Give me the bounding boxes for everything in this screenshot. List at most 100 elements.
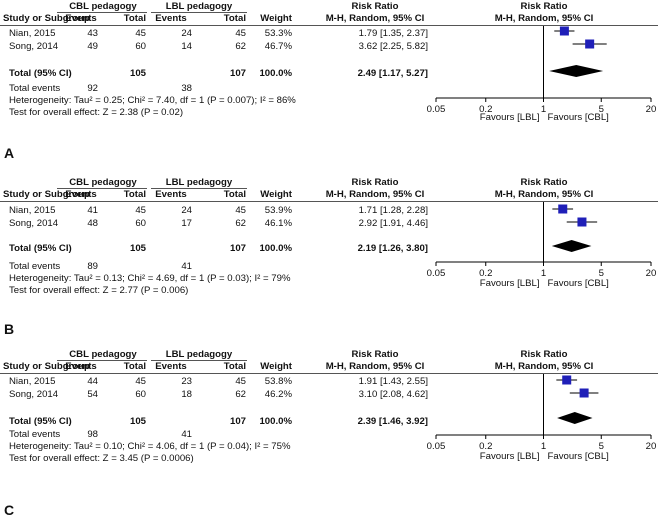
total-events-2: 41 [181, 429, 192, 440]
study-ci: 2.92 [1.91, 4.46] [358, 218, 428, 229]
study-total-2: 45 [235, 205, 246, 216]
study-events-2: 24 [181, 205, 192, 216]
favours-left-label: Favours [LBL] [480, 278, 540, 289]
study-ci: 3.62 [2.25, 5.82] [358, 41, 428, 52]
total-n1: 105 [129, 68, 146, 79]
col-header-events-2: Events [155, 13, 187, 24]
group2-title: LBL pedagogy [165, 177, 233, 188]
total-n1: 105 [129, 243, 146, 254]
study-total-1: 45 [135, 205, 146, 216]
study-point [562, 375, 572, 385]
total-label: Total (95% CI) [9, 243, 72, 254]
study-name: Song, 2014 [9, 41, 59, 52]
total-ci: 2.39 [1.46, 3.92] [357, 416, 428, 427]
effect-method: M-H, Random, 95% CI [325, 189, 425, 200]
pooled-diamond [549, 65, 604, 77]
col-header-total-2: Total [223, 189, 246, 200]
study-weight: 46.7% [264, 41, 292, 52]
overall-effect-text: Test for overall effect: Z = 2.38 (P = 0… [9, 107, 184, 118]
forest-plot-panel-a: CBL pedagogy LBL pedagogy Risk Ratio Ris… [0, 0, 669, 172]
favours-right-label: Favours [CBL] [548, 112, 609, 123]
forest-plot-panel-b: CBL pedagogy LBL pedagogy Risk Ratio Ris… [0, 175, 669, 345]
x-tick-label: 5 [599, 104, 604, 115]
study-ci: 1.91 [1.43, 2.55] [358, 376, 428, 387]
total-label: Total (95% CI) [9, 416, 72, 427]
study-point [558, 204, 568, 214]
effect-method: M-H, Random, 95% CI [325, 361, 425, 372]
col-header-weight: Weight [260, 189, 292, 200]
col-header-study: Study or Subgroup [3, 13, 90, 24]
overall-effect-text: Test for overall effect: Z = 3.45 (P = 0… [9, 453, 194, 464]
study-events-1: 43 [87, 28, 98, 39]
heterogeneity-text: Heterogeneity: Tau² = 0.25; Chi² = 7.40,… [9, 95, 296, 106]
x-tick-label: 20 [646, 268, 657, 279]
study-weight: 46.2% [264, 389, 292, 400]
study-weight: 46.1% [264, 218, 292, 229]
forest-plot: 0.05 0.2 1 5 20 Favours [LBL] Favours [CBL] [427, 26, 657, 123]
forest-plot: 0.05 0.2 1 5 20 Favours [LBL] Favours [CBL] [427, 202, 657, 289]
x-tick-label: 0.05 [427, 441, 446, 452]
study-ci: 3.10 [2.08, 4.62] [358, 389, 428, 400]
study-events-2: 18 [181, 389, 192, 400]
col-header-total-1: Total [123, 13, 146, 24]
total-weight: 100.0% [259, 68, 292, 79]
col-header-study: Study or Subgroup [3, 361, 90, 372]
x-tick-label: 0.2 [479, 268, 492, 279]
forest-plot-panel-c: CBL pedagogy LBL pedagogy Risk Ratio Ris… [0, 347, 669, 520]
x-tick-label: 5 [599, 268, 604, 279]
total-weight: 100.0% [259, 243, 292, 254]
x-tick-label: 1 [541, 268, 546, 279]
effect-title: Risk Ratio [351, 1, 399, 12]
x-tick-label: 0.2 [479, 104, 492, 115]
study-total-1: 60 [135, 218, 146, 229]
total-events-1: 89 [87, 261, 98, 272]
total-weight: 100.0% [259, 416, 292, 427]
study-total-2: 45 [235, 28, 246, 39]
study-name: Nian, 2015 [9, 376, 56, 387]
group2-title: LBL pedagogy [165, 1, 233, 12]
plot-method: M-H, Random, 95% CI [494, 13, 594, 24]
overall-effect-text: Test for overall effect: Z = 2.77 (P = 0… [9, 285, 189, 296]
group1-title: CBL pedagogy [69, 177, 137, 188]
study-name: Nian, 2015 [9, 28, 56, 39]
total-n1: 105 [129, 416, 146, 427]
favours-right-label: Favours [CBL] [548, 278, 609, 289]
total-events-label: Total events [9, 83, 61, 94]
col-header-total-2: Total [223, 13, 246, 24]
total-n2: 107 [229, 416, 246, 427]
pooled-diamond [551, 240, 592, 252]
col-header-total-1: Total [123, 361, 146, 372]
study-events-2: 23 [181, 376, 192, 387]
study-total-2: 62 [235, 389, 246, 400]
heterogeneity-text: Heterogeneity: Tau² = 0.13; Chi² = 4.69,… [9, 273, 291, 284]
x-tick-label: 5 [599, 441, 604, 452]
study-total-1: 45 [135, 28, 146, 39]
x-tick-label: 20 [646, 441, 657, 452]
group1-title: CBL pedagogy [69, 1, 137, 12]
effect-method: M-H, Random, 95% CI [325, 13, 425, 24]
study-total-1: 60 [135, 41, 146, 52]
total-events-1: 92 [87, 83, 98, 94]
study-events-2: 14 [181, 41, 192, 52]
plot-title: Risk Ratio [520, 177, 568, 188]
study-point [585, 39, 595, 49]
total-events-label: Total events [9, 261, 61, 272]
plot-method: M-H, Random, 95% CI [494, 189, 594, 200]
study-total-1: 60 [135, 389, 146, 400]
col-header-total-1: Total [123, 189, 146, 200]
study-events-1: 41 [87, 205, 98, 216]
effect-title: Risk Ratio [351, 177, 399, 188]
study-weight: 53.8% [264, 376, 292, 387]
x-tick-label: 20 [646, 104, 657, 115]
col-header-events-1: Events [65, 13, 97, 24]
x-tick-label: 1 [541, 441, 546, 452]
study-weight: 53.3% [264, 28, 292, 39]
panel-label: C [4, 502, 15, 518]
study-events-1: 44 [87, 376, 98, 387]
total-ci: 2.19 [1.26, 3.80] [357, 243, 428, 254]
col-header-total-2: Total [223, 361, 246, 372]
plot-title: Risk Ratio [520, 349, 568, 360]
study-weight: 53.9% [264, 205, 292, 216]
study-ci: 1.71 [1.28, 2.28] [358, 205, 428, 216]
study-ci: 1.79 [1.35, 2.37] [358, 28, 428, 39]
